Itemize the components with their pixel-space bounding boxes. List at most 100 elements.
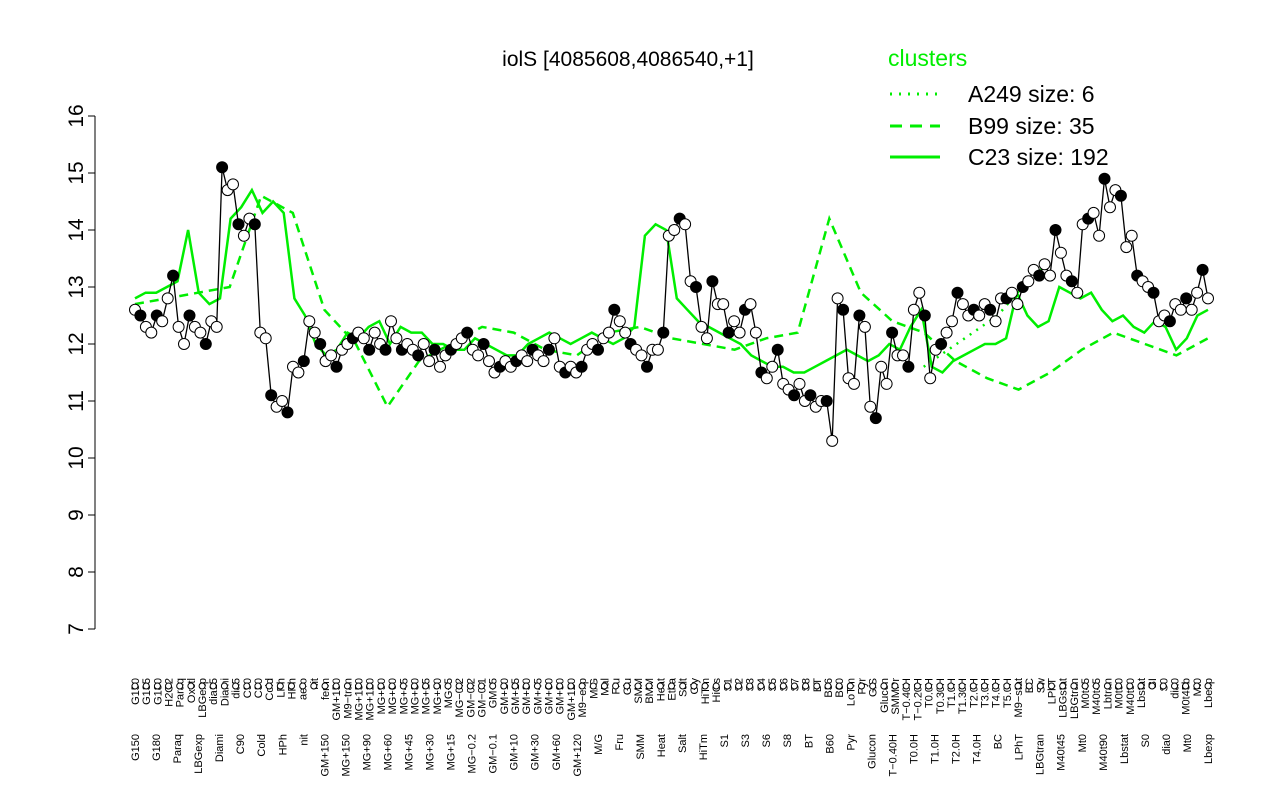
data-point [461,326,474,339]
x-rug-mark [1204,682,1212,690]
legend-entry-a249: A249 size: 6 [890,81,1095,107]
x-tick-label: M/G [593,734,605,755]
data-point [668,224,681,236]
x-rug-mark [925,682,933,690]
data-point [700,332,713,345]
x-rug-mark [310,682,318,690]
x-rug-mark [790,682,798,690]
x-tick-label: S1 [719,734,731,747]
data-point [690,281,702,293]
data-point [1104,201,1116,214]
x-tick-label: HPh [277,734,289,755]
data-point [363,343,376,356]
x-rug-mark [1048,682,1055,690]
x-tick-label: MG+90 [361,734,373,770]
data-point [1196,263,1209,276]
x-tick-label: M40t45 [1056,734,1068,771]
data-point [210,320,223,333]
x-tick-label: GM−0.1 [488,734,500,773]
x-tick-label: T4.0H [991,678,1003,708]
data-point [848,377,860,390]
x-rug-mark [545,682,553,690]
data-point [619,326,632,339]
x-rug-mark [981,682,988,690]
y-tick-label: 11 [65,390,88,412]
x-rug-mark [668,682,675,690]
cluster-line [134,187,1209,375]
data-point [1022,275,1035,288]
data-point [913,286,926,299]
data-point [1180,292,1193,305]
legend-label: B99 size: 35 [968,113,1095,139]
x-tick-label: GM+10 [509,734,521,770]
x-rug-mark [858,682,865,690]
data-point [314,338,327,350]
data-point [330,360,343,373]
x-rug-mark [1171,682,1178,690]
x-rug-mark [969,682,977,690]
data-point [483,355,495,368]
data-point [276,395,289,407]
x-rug-mark [1115,682,1123,690]
x-rug-mark [1036,682,1044,690]
x-tick-label: G180 [151,734,163,761]
x-tick-label: Paraq [175,678,187,707]
x-tick-label: BMM [644,678,656,704]
data-point [766,360,779,373]
x-rug-mark [1148,682,1156,690]
x-rug-mark [1070,682,1078,690]
x-rug-mark [265,682,273,690]
x-rug-mark [1137,682,1145,690]
x-rug-mark [880,682,888,690]
data-point [385,315,397,328]
x-tick-label: G135 [141,678,153,705]
legend-entry-c23: C23 size: 192 [890,144,1109,170]
x-tick-label: Heat [656,734,668,757]
observed-line [134,167,1209,441]
x-tick-label: S8 [782,734,794,747]
x-tick-label: T−0.40H [887,734,899,777]
x-rug-mark [913,682,921,690]
data-point [946,315,958,328]
data-point [853,309,866,322]
data-point [907,303,920,316]
x-tick-label: SMM [635,734,647,760]
data-point [308,326,321,339]
data-point [717,298,730,311]
data-point [880,377,893,390]
data-point [292,366,305,379]
data-point [281,406,294,419]
data-point [178,338,190,350]
data-point [651,343,664,356]
data-point [1005,286,1018,299]
x-tick-label: Oxctl [186,678,198,703]
x-tick-label: S0 [1140,734,1152,747]
x-tick-label: Lbexp [1203,734,1215,764]
data-point [232,218,245,231]
x-tick-label: BT [803,734,815,748]
x-rug-mark [779,682,787,690]
data-point [788,389,801,402]
data-point [1174,303,1187,316]
data-point [542,343,555,356]
x-rug-mark [332,682,340,690]
data-point [695,320,708,333]
x-tick-label: Lbstat [1119,734,1131,764]
data-point [227,178,239,191]
data-point [956,298,969,311]
data-point [875,360,888,373]
x-tick-label: T4.0H [972,734,984,764]
y-tick-label: 9 [65,509,88,521]
data-point [1125,229,1138,242]
y-tick-label: 7 [65,623,88,635]
x-rug-mark [288,682,295,690]
data-point [145,326,158,339]
y-tick-label: 16 [65,104,88,127]
x-rug-mark [835,682,843,690]
x-rug-mark [1081,682,1089,690]
data-point [167,269,180,282]
y-tick-label: 14 [65,218,88,242]
x-rug-mark [768,682,776,690]
x-rug-mark [645,682,653,690]
